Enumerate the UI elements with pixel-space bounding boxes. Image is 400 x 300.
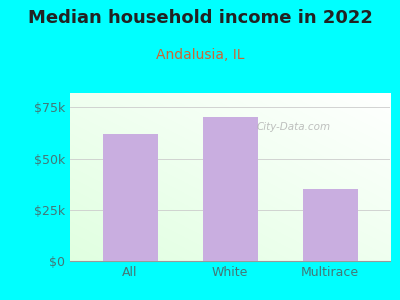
Bar [202,117,258,261]
Bar [302,189,358,261]
Text: Andalusia, IL: Andalusia, IL [156,48,244,62]
Bar [102,134,158,261]
Text: City-Data.com: City-Data.com [257,122,331,132]
Text: Median household income in 2022: Median household income in 2022 [28,9,372,27]
